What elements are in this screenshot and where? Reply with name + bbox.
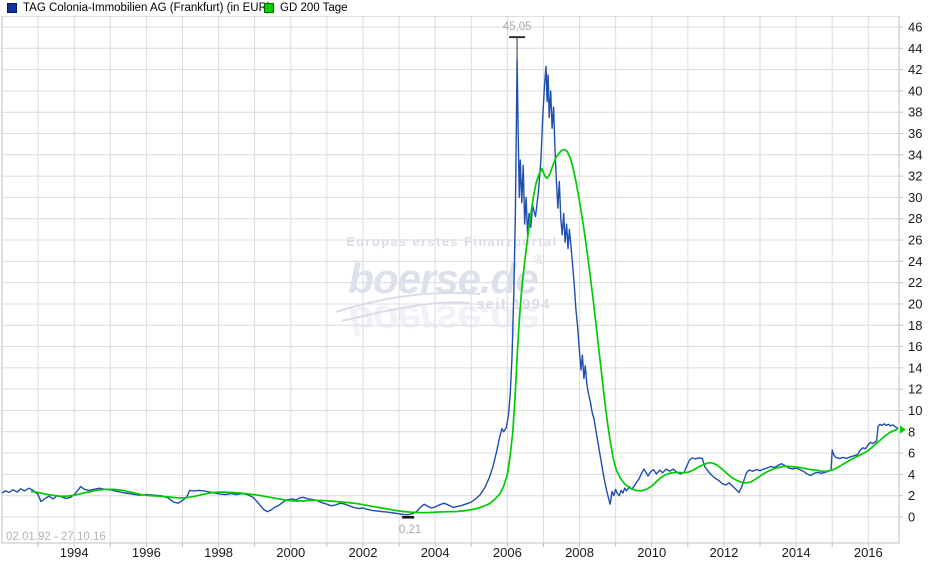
x-tick-label: 2006 [493, 545, 522, 560]
x-tick-label: 2012 [709, 545, 738, 560]
x-tick-label: 2014 [782, 545, 811, 560]
y-tick-label: 6 [908, 446, 915, 461]
gd200-series-swatch [264, 3, 274, 13]
price-line [1, 58, 899, 516]
y-tick-label: 4 [908, 467, 915, 482]
watermark-brand-reflection: boerse.de [348, 297, 538, 344]
x-tick-label: 1994 [60, 545, 89, 560]
watermark-swoosh [341, 301, 471, 322]
min-value-label: 0,21 [399, 524, 421, 536]
y-tick-label: 28 [908, 211, 922, 226]
x-tick-label: 2010 [637, 545, 666, 560]
y-tick-label: 10 [908, 403, 922, 418]
y-tick-label: 26 [908, 233, 922, 248]
y-tick-label: 0 [908, 510, 915, 525]
y-tick-label: 34 [908, 147, 922, 162]
x-tick-label: 1996 [132, 545, 161, 560]
y-tick-label: 44 [908, 41, 922, 56]
max-value-label: 45,05 [503, 21, 532, 33]
legend-item-price: TAG Colonia-Immobilien AG (Frankfurt) (i… [7, 2, 271, 14]
y-tick-label: 40 [908, 83, 922, 98]
y-tick-label: 16 [908, 339, 922, 354]
gd200-line [30, 148, 899, 514]
legend: TAG Colonia-Immobilien AG (Frankfurt) (i… [0, 0, 940, 16]
plot-frame [1, 15, 900, 544]
price-series-label: TAG Colonia-Immobilien AG (Frankfurt) (i… [23, 2, 271, 14]
watermark-swoosh [335, 291, 481, 313]
y-tick-label: 32 [908, 169, 922, 184]
y-tick-label: 2 [908, 488, 915, 503]
x-tick-label: 2000 [276, 545, 305, 560]
y-tick-label: 12 [908, 382, 922, 397]
x-tick-label: 2008 [565, 545, 594, 560]
y-tick-label: 46 [908, 19, 922, 34]
y-tick-label: 14 [908, 360, 922, 375]
watermark-brand: boerse.de [348, 255, 538, 302]
date-range-label: 02.01.92 - 27.10.16 [6, 531, 106, 543]
price-series-swatch [7, 3, 17, 13]
y-tick-label: 18 [908, 318, 922, 333]
y-tick-label: 30 [908, 190, 922, 205]
y-tick-label: 22 [908, 275, 922, 290]
x-tick-label: 2016 [854, 545, 883, 560]
y-tick-label: 20 [908, 296, 922, 311]
x-tick-label: 2004 [421, 545, 450, 560]
gd200-series-label: GD 200 Tage [280, 2, 348, 14]
y-tick-label: 42 [908, 62, 922, 77]
y-tick-label: 8 [908, 424, 915, 439]
x-tick-label: 1998 [204, 545, 233, 560]
gd200-endpoint-marker [900, 425, 906, 434]
legend-item-gd200: GD 200 Tage [264, 2, 348, 14]
watermark-registered-icon: ® [534, 251, 545, 267]
y-tick-label: 36 [908, 126, 922, 141]
x-tick-label: 2002 [349, 545, 378, 560]
y-tick-label: 24 [908, 254, 922, 269]
y-tick-label: 38 [908, 105, 922, 120]
watermark-tagline: Europas erstes Finanzportal [346, 235, 557, 249]
